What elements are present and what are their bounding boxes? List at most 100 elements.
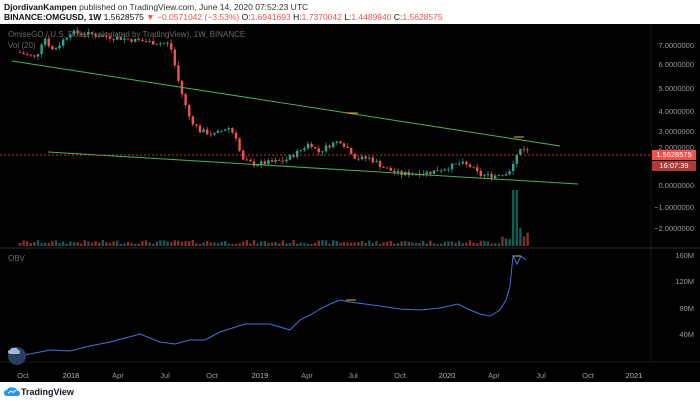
obv-line[interactable] — [13, 254, 527, 357]
candle-body — [281, 160, 284, 162]
volume-bar — [486, 241, 490, 246]
candle-body — [141, 40, 144, 42]
chart-drawing[interactable] — [0, 24, 700, 382]
volume-bar — [51, 240, 54, 246]
volume-bar — [522, 236, 526, 246]
candle-body — [353, 154, 356, 159]
volume-bar — [515, 190, 518, 246]
volume-bar — [44, 242, 47, 246]
volume-bar — [47, 243, 50, 246]
volume-bar — [83, 240, 86, 246]
chart-header: DjordivanKampen published on TradingView… — [0, 0, 700, 24]
volume-bar — [213, 242, 216, 246]
candle-body — [249, 159, 252, 162]
candle-body — [440, 170, 443, 172]
candle-body — [188, 105, 191, 117]
author-name[interactable]: DjordivanKampen — [4, 2, 77, 12]
volume-bar — [368, 240, 371, 246]
volume-bar — [375, 241, 378, 246]
volume-bar — [476, 243, 479, 246]
volume-bar — [422, 241, 425, 246]
volume-bars — [18, 190, 529, 246]
volume-bar — [310, 243, 313, 246]
price-axis-label: 3.0000000 — [658, 127, 694, 136]
candle-body — [292, 155, 295, 157]
candle-body — [468, 164, 472, 167]
candle-body — [411, 174, 414, 176]
candle-body — [256, 165, 259, 166]
volume-bar — [123, 243, 126, 246]
candle-body — [447, 169, 450, 171]
open-label: O: — [241, 12, 251, 22]
volume-bar — [227, 243, 230, 246]
upper-trendline[interactable] — [11, 60, 561, 147]
volume-bar — [519, 228, 522, 246]
footer-brand[interactable]: TradingView — [21, 387, 74, 397]
candle-body — [501, 175, 504, 177]
candle-body — [40, 44, 43, 55]
volume-bar — [173, 240, 176, 246]
volume-bar — [386, 242, 389, 246]
candle-body — [195, 124, 198, 126]
bar-countdown-tag: 16:07:39 — [652, 161, 696, 171]
obv-legend: OBV — [8, 254, 25, 263]
candle-body — [252, 161, 256, 166]
candle-body — [335, 141, 338, 143]
volume-bar — [98, 242, 101, 246]
volume-bar — [443, 242, 446, 246]
candle-body — [263, 161, 266, 165]
published-text: published on TradingView.com, June 14, 2… — [79, 2, 309, 12]
lower-trendline[interactable] — [47, 151, 579, 185]
candle-body — [130, 39, 133, 42]
volume-bar — [126, 242, 130, 246]
candle-body — [198, 125, 202, 133]
volume-bar — [432, 243, 436, 246]
candle-body — [317, 148, 320, 153]
volume-bar — [425, 243, 428, 246]
candle-body — [105, 35, 108, 37]
obv-axis-label: 160M — [675, 251, 694, 260]
volume-bar — [137, 243, 140, 246]
volume-bar — [411, 242, 414, 246]
candle-body — [342, 143, 346, 147]
candle-body — [202, 129, 205, 133]
candle-body — [213, 132, 216, 135]
volume-bar — [407, 241, 410, 246]
volume-bar — [465, 242, 468, 246]
volume-bar — [40, 243, 43, 246]
tradingview-badge-button[interactable] — [8, 347, 26, 365]
volume-bar — [209, 242, 212, 246]
candle-body — [29, 54, 32, 56]
volume-bar — [116, 240, 119, 246]
volume-bar — [242, 241, 245, 246]
candle-body — [69, 34, 72, 38]
volume-bar — [245, 240, 248, 246]
volume-bar — [170, 242, 173, 246]
candle-body — [490, 174, 493, 179]
ohlc-line: BINANCE:OMGUSD, 1W 1.5628575 ▼ −0.057104… — [4, 12, 443, 22]
candle-body — [245, 159, 248, 161]
candle-body — [479, 171, 482, 176]
time-axis-label: Apr — [488, 371, 500, 380]
candle-body — [58, 45, 61, 49]
candle-body — [234, 132, 238, 139]
candle-body — [126, 38, 130, 40]
candle-body — [18, 51, 22, 53]
candle-body — [296, 150, 299, 157]
candle-body — [101, 35, 104, 37]
volume-bar — [112, 241, 115, 246]
candle-body — [393, 170, 396, 173]
volume-bar — [447, 241, 450, 246]
candle-body — [231, 128, 234, 133]
volume-bar — [216, 243, 220, 246]
volume-bar — [119, 243, 122, 246]
tradingview-logo-icon[interactable] — [4, 386, 20, 398]
volume-bar — [206, 241, 209, 246]
candle-body — [76, 30, 79, 34]
price-axis-label: 7.0000000 — [658, 41, 694, 50]
candle-body — [364, 156, 367, 159]
chart-canvas[interactable]: OmiseGO / U.S. Dollar (calculated by Tra… — [0, 24, 700, 382]
volume-bar — [80, 243, 83, 246]
candle-body — [184, 94, 187, 106]
volume-bar — [512, 190, 515, 246]
